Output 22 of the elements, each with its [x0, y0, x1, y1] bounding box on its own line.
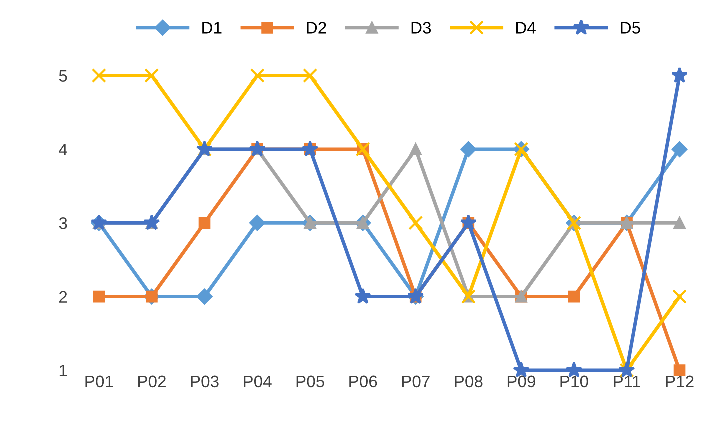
x-tick-label: P02 — [138, 376, 166, 388]
x-tick-label: P07 — [402, 376, 430, 388]
x-tick-label: P11 — [614, 376, 640, 388]
legend-label: D3 — [412, 22, 432, 34]
x-tick-label: P08 — [455, 376, 483, 388]
x-tick-label: P04 — [244, 376, 272, 388]
x-tick-label: P01 — [86, 376, 114, 388]
y-tick-label: 4 — [59, 144, 68, 156]
y-tick-label: 2 — [60, 291, 68, 303]
y-tick-label: 5 — [59, 70, 68, 82]
legend-label: D5 — [621, 22, 640, 34]
x-tick-label: P10 — [560, 376, 588, 388]
y-tick-label: 1 — [60, 365, 68, 377]
x-tick-label: P09 — [508, 376, 536, 388]
x-tick-label: P12 — [666, 376, 694, 388]
y-tick-label: 3 — [59, 218, 68, 230]
x-tick-label: P05 — [296, 376, 324, 388]
x-tick-label: P03 — [191, 376, 219, 388]
legend-label: D2 — [307, 22, 326, 34]
legend-label: D4 — [516, 22, 536, 34]
x-tick-label: P06 — [350, 376, 378, 388]
legend-label: D1 — [202, 22, 222, 34]
